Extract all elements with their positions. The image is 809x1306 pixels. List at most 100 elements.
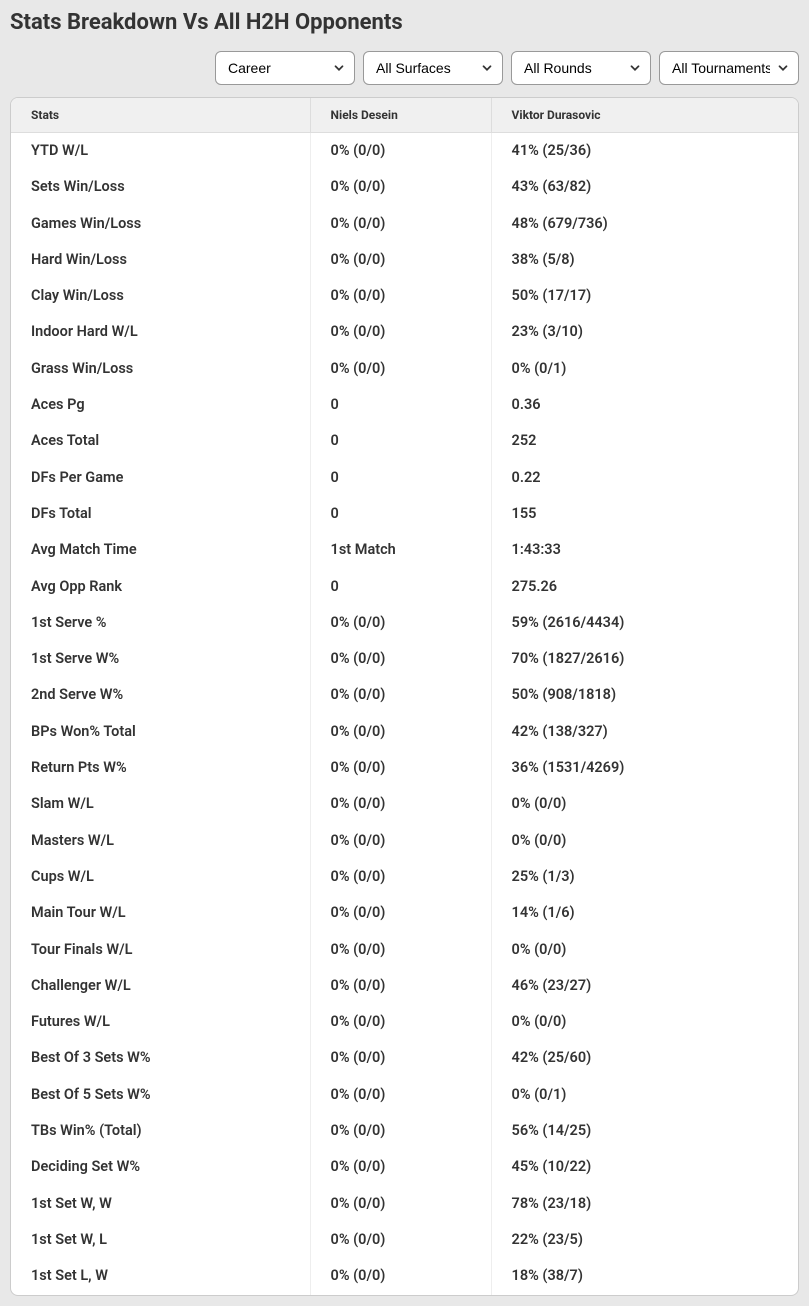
table-row: Return Pts W%0% (0/0)36% (1531/4269): [11, 750, 798, 786]
stat-player1-value: 0% (0/0): [310, 242, 491, 278]
stat-player2-value: 45% (10/22): [491, 1149, 798, 1185]
stat-player1-value: 0% (0/0): [310, 605, 491, 641]
stat-player2-value: 41% (25/36): [491, 133, 798, 170]
stat-player1-value: 1st Match: [310, 532, 491, 568]
stat-label: Avg Match Time: [11, 532, 310, 568]
stat-player1-value: 0% (0/0): [310, 1004, 491, 1040]
stat-player2-value: 0% (0/1): [491, 1077, 798, 1113]
stat-label: 1st Serve %: [11, 605, 310, 641]
stat-player1-value: 0: [310, 387, 491, 423]
table-row: 1st Serve %0% (0/0)59% (2616/4434): [11, 605, 798, 641]
stat-label: Tour Finals W/L: [11, 932, 310, 968]
filter-career-select[interactable]: Career: [215, 51, 355, 85]
stat-label: Games Win/Loss: [11, 206, 310, 242]
stat-player1-value: 0% (0/0): [310, 314, 491, 350]
stat-player2-value: 18% (38/7): [491, 1258, 798, 1294]
stat-player1-value: 0% (0/0): [310, 1222, 491, 1258]
table-row: Sets Win/Loss0% (0/0)43% (63/82): [11, 169, 798, 205]
table-row: 1st Set W, L0% (0/0)22% (23/5): [11, 1222, 798, 1258]
filter-surfaces-select[interactable]: All Surfaces: [363, 51, 503, 85]
table-row: Indoor Hard W/L0% (0/0)23% (3/10): [11, 314, 798, 350]
stat-label: YTD W/L: [11, 133, 310, 170]
table-row: 1st Set W, W0% (0/0)78% (23/18): [11, 1186, 798, 1222]
stat-label: Deciding Set W%: [11, 1149, 310, 1185]
stat-label: 1st Set W, W: [11, 1186, 310, 1222]
stat-player1-value: 0% (0/0): [310, 1113, 491, 1149]
table-row: BPs Won% Total0% (0/0)42% (138/327): [11, 714, 798, 750]
filter-tournaments-select[interactable]: All Tournaments: [659, 51, 799, 85]
table-row: Best Of 3 Sets W%0% (0/0)42% (25/60): [11, 1040, 798, 1076]
stat-label: DFs Total: [11, 496, 310, 532]
stat-label: 1st Set W, L: [11, 1222, 310, 1258]
stat-player2-value: 0% (0/0): [491, 823, 798, 859]
stats-table-wrap: Stats Niels Desein Viktor Durasovic YTD …: [10, 97, 799, 1296]
stat-label: Hard Win/Loss: [11, 242, 310, 278]
stat-label: Grass Win/Loss: [11, 351, 310, 387]
stat-player1-value: 0% (0/0): [310, 641, 491, 677]
stat-player1-value: 0% (0/0): [310, 714, 491, 750]
stat-player1-value: 0% (0/0): [310, 1149, 491, 1185]
table-row: Games Win/Loss0% (0/0)48% (679/736): [11, 206, 798, 242]
stat-player1-value: 0% (0/0): [310, 823, 491, 859]
stat-label: Masters W/L: [11, 823, 310, 859]
stat-player2-value: 50% (17/17): [491, 278, 798, 314]
stat-player2-value: 42% (138/327): [491, 714, 798, 750]
stat-player1-value: 0% (0/0): [310, 1040, 491, 1076]
stat-player1-value: 0: [310, 496, 491, 532]
stat-player1-value: 0% (0/0): [310, 750, 491, 786]
stat-player1-value: 0% (0/0): [310, 278, 491, 314]
table-row: Tour Finals W/L0% (0/0)0% (0/0): [11, 932, 798, 968]
table-row: YTD W/L0% (0/0)41% (25/36): [11, 133, 798, 170]
stat-player1-value: 0% (0/0): [310, 1186, 491, 1222]
table-row: Avg Match Time1st Match1:43:33: [11, 532, 798, 568]
stat-player1-value: 0% (0/0): [310, 1077, 491, 1113]
stat-player2-value: 0.22: [491, 460, 798, 496]
stat-label: Indoor Hard W/L: [11, 314, 310, 350]
stat-player2-value: 0% (0/0): [491, 1004, 798, 1040]
stat-label: Futures W/L: [11, 1004, 310, 1040]
table-row: TBs Win% (Total)0% (0/0)56% (14/25): [11, 1113, 798, 1149]
stat-player2-value: 70% (1827/2616): [491, 641, 798, 677]
stat-player1-value: 0: [310, 460, 491, 496]
table-row: Hard Win/Loss0% (0/0)38% (5/8): [11, 242, 798, 278]
page-title: Stats Breakdown Vs All H2H Opponents: [10, 10, 799, 35]
table-row: 1st Set L, W0% (0/0)18% (38/7): [11, 1258, 798, 1294]
stat-player1-value: 0% (0/0): [310, 932, 491, 968]
stat-player1-value: 0% (0/0): [310, 677, 491, 713]
stat-label: Cups W/L: [11, 859, 310, 895]
filter-rounds-select[interactable]: All Rounds: [511, 51, 651, 85]
stat-player2-value: 36% (1531/4269): [491, 750, 798, 786]
stat-label: Clay Win/Loss: [11, 278, 310, 314]
stat-player2-value: 38% (5/8): [491, 242, 798, 278]
stat-label: Sets Win/Loss: [11, 169, 310, 205]
table-row: Aces Pg00.36: [11, 387, 798, 423]
stat-player2-value: 14% (1/6): [491, 895, 798, 931]
table-row: Deciding Set W%0% (0/0)45% (10/22): [11, 1149, 798, 1185]
stat-label: 2nd Serve W%: [11, 677, 310, 713]
stat-label: TBs Win% (Total): [11, 1113, 310, 1149]
stat-player2-value: 0% (0/0): [491, 786, 798, 822]
stat-player2-value: 43% (63/82): [491, 169, 798, 205]
stat-player1-value: 0% (0/0): [310, 895, 491, 931]
stat-player2-value: 25% (1/3): [491, 859, 798, 895]
stat-player1-value: 0% (0/0): [310, 169, 491, 205]
table-row: Futures W/L0% (0/0)0% (0/0): [11, 1004, 798, 1040]
table-row: DFs Total0155: [11, 496, 798, 532]
table-header-row: Stats Niels Desein Viktor Durasovic: [11, 98, 798, 133]
stat-label: Return Pts W%: [11, 750, 310, 786]
stat-player1-value: 0% (0/0): [310, 206, 491, 242]
stat-player2-value: 59% (2616/4434): [491, 605, 798, 641]
stat-player2-value: 48% (679/736): [491, 206, 798, 242]
stat-label: Best Of 3 Sets W%: [11, 1040, 310, 1076]
table-row: Main Tour W/L0% (0/0)14% (1/6): [11, 895, 798, 931]
stat-player2-value: 1:43:33: [491, 532, 798, 568]
stat-label: Aces Pg: [11, 387, 310, 423]
table-row: DFs Per Game00.22: [11, 460, 798, 496]
stat-label: 1st Set L, W: [11, 1258, 310, 1294]
stat-player2-value: 275.26: [491, 569, 798, 605]
filters-row: Career All Surfaces All Rounds All Tourn…: [10, 51, 799, 85]
stat-label: Aces Total: [11, 423, 310, 459]
stat-player2-value: 23% (3/10): [491, 314, 798, 350]
stat-player2-value: 22% (23/5): [491, 1222, 798, 1258]
stats-table: Stats Niels Desein Viktor Durasovic YTD …: [11, 98, 798, 1295]
